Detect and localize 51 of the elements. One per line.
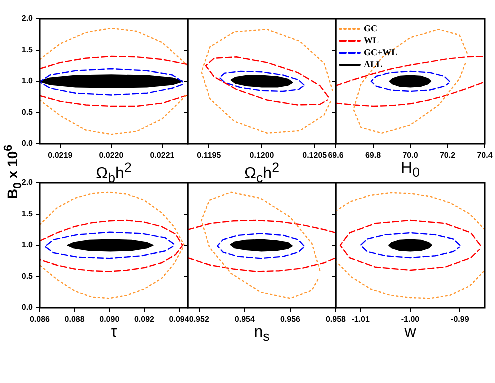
legend-label: ALL [364,59,383,70]
x-tick-label: 0.954 [234,315,256,324]
x-tick-label: 0.092 [134,315,156,324]
x-tick-label: 0.088 [64,315,86,324]
x-tick-label: 0.0221 [150,151,176,160]
line-series [40,68,184,96]
y-tick-label: 1.5 [22,45,34,54]
line-series [40,93,188,136]
x-tick-label: -1.01 [352,315,370,324]
legend-label: GC [364,23,378,34]
x-axis-title: Ω$_{c}$h$^{2}$ [244,160,280,186]
x-axis-title: H$_{0}$ [400,160,421,180]
x-tick-label: 0.956 [280,315,302,324]
line-series [40,192,186,300]
x-tick-label: 0.0220 [99,151,124,160]
y-tick-label: 2.0 [22,178,34,188]
y-tick-label: 1.5 [22,209,34,218]
y-tick-label: 0.5 [22,108,34,117]
x-tick-label: 0.086 [30,315,51,324]
legend-label: GC+WL [364,47,398,58]
line-series [44,232,175,260]
x-tick-label: 0.1195 [197,151,222,160]
x-axis-title: n$_{s}$ [253,324,271,344]
x-tick-label: -0.99 [451,315,470,324]
y-tick-label: 0.5 [22,272,34,281]
x-tick-label: 0.0219 [48,151,74,160]
line-series [40,28,188,66]
x-tick-label: 70.2 [440,151,456,160]
line-series [40,220,184,272]
x-tick-label: 70.0 [402,151,419,160]
y-tick-label: 0.0 [22,139,34,148]
y-tick-label: 1.0 [22,240,34,250]
x-tick-label: 69.8 [365,151,382,160]
x-tick-label: 69.6 [328,151,344,160]
x-tick-label: 70.4 [477,151,494,160]
y-tick-label: 2.0 [22,14,34,24]
x-tick-label: -1.00 [401,315,420,324]
x-axis-title: Ω$_{b}$h$^{2}$ [95,160,133,186]
x-tick-label: 0.094 [169,315,190,324]
y-tick-label: 1.0 [22,76,34,86]
line-series [40,94,188,108]
x-axis-title: w [404,324,418,342]
x-tick-label: 0.1205 [302,151,328,160]
line-series [40,56,188,70]
y-tick-label: 0.0 [22,303,34,312]
x-tick-label: 0.952 [189,315,210,324]
x-tick-label: 0.1200 [250,151,275,160]
x-tick-label: 0.090 [100,315,120,324]
legend-label: WL [364,35,380,46]
x-tick-label: 0.958 [326,315,347,324]
x-axis-title: τ [110,324,118,342]
